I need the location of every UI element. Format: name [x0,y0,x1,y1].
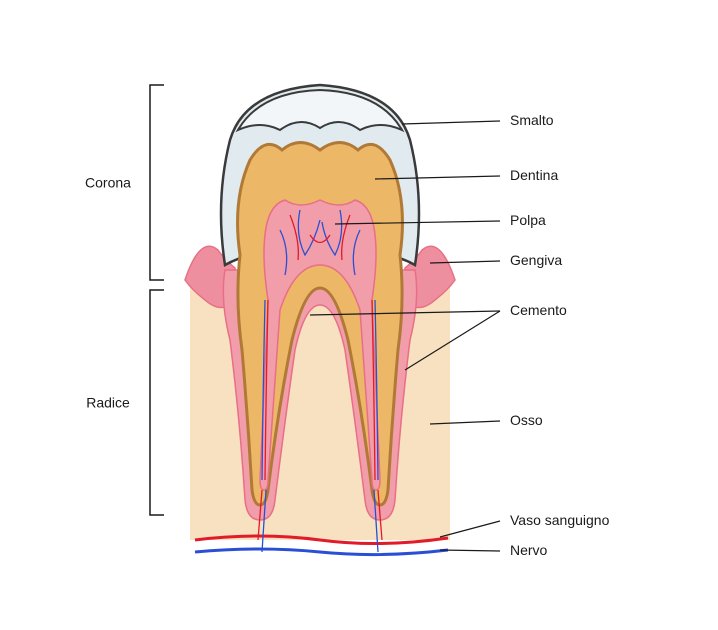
label-polpa: Polpa [510,212,546,228]
leader-nervo [440,550,500,551]
label-gengiva: Gengiva [510,252,562,268]
bracket-radice [150,290,164,515]
label-dentina: Dentina [510,167,558,183]
label-nervo: Nervo [510,542,548,558]
label-smalto: Smalto [510,112,554,128]
section-label-radice: Radice [86,395,130,411]
leader-smalto [402,121,500,124]
bracket-corona [150,85,164,280]
label-cemento: Cemento [510,302,567,318]
nerve-line [195,549,448,555]
label-vaso: Vaso sanguigno [510,512,610,528]
label-osso: Osso [510,412,543,428]
section-label-corona: Corona [85,175,131,191]
enamel-cusps [238,90,402,130]
